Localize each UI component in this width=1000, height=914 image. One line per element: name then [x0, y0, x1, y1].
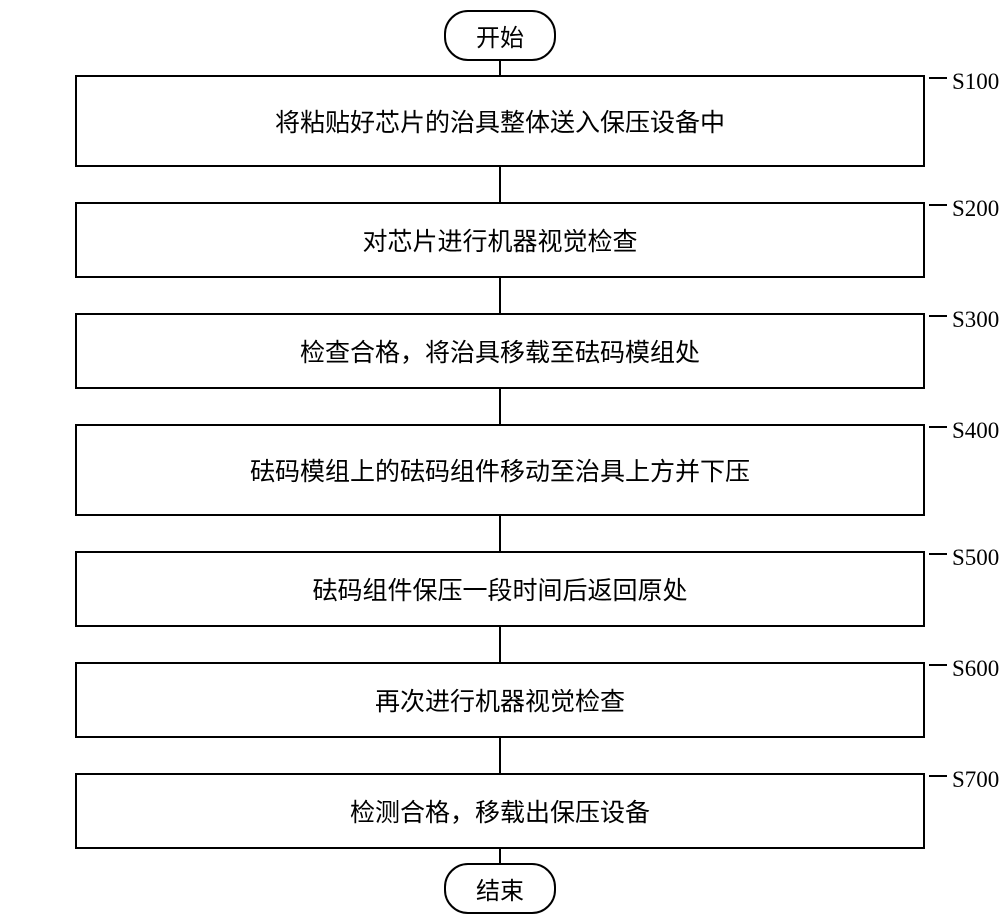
- connector: [499, 738, 501, 773]
- process-step-s100: 将粘贴好芯片的治具整体送入保压设备中 S100: [75, 75, 925, 167]
- connector: [499, 516, 501, 551]
- end-label: 结束: [476, 879, 524, 905]
- step-text: 将粘贴好芯片的治具整体送入保压设备中: [275, 110, 725, 137]
- flowchart-container: 开始 将粘贴好芯片的治具整体送入保压设备中 S100 对芯片进行机器视觉检查 S…: [35, 10, 965, 914]
- process-step-s600: 再次进行机器视觉检查 S600: [75, 662, 925, 738]
- step-id-label: S200: [952, 196, 999, 222]
- connector: [499, 167, 501, 202]
- step-id-label: S100: [952, 69, 999, 95]
- step-id-label: S700: [952, 767, 999, 793]
- process-step-s700: 检测合格，移载出保压设备 S700: [75, 773, 925, 849]
- label-connector-line: [929, 315, 947, 317]
- label-connector-line: [929, 553, 947, 555]
- start-terminator: 开始: [444, 10, 556, 61]
- connector: [499, 627, 501, 662]
- step-id-label: S600: [952, 656, 999, 682]
- label-connector-line: [929, 664, 947, 666]
- step-text: 检查合格，将治具移载至砝码模组处: [300, 340, 700, 367]
- process-step-s200: 对芯片进行机器视觉检查 S200: [75, 202, 925, 278]
- connector: [499, 61, 501, 75]
- step-id-label: S500: [952, 545, 999, 571]
- label-connector-line: [929, 77, 947, 79]
- label-connector-line: [929, 426, 947, 428]
- step-text: 砝码组件保压一段时间后返回原处: [312, 578, 687, 605]
- label-connector-line: [929, 204, 947, 206]
- start-label: 开始: [476, 26, 524, 52]
- connector: [499, 849, 501, 863]
- label-connector-line: [929, 775, 947, 777]
- end-terminator: 结束: [444, 863, 556, 914]
- step-text: 砝码模组上的砝码组件移动至治具上方并下压: [250, 459, 750, 486]
- connector: [499, 389, 501, 424]
- connector: [499, 278, 501, 313]
- process-step-s500: 砝码组件保压一段时间后返回原处 S500: [75, 551, 925, 627]
- step-id-label: S400: [952, 418, 999, 444]
- step-text: 对芯片进行机器视觉检查: [362, 229, 637, 256]
- step-text: 再次进行机器视觉检查: [375, 689, 625, 716]
- process-step-s400: 砝码模组上的砝码组件移动至治具上方并下压 S400: [75, 424, 925, 516]
- process-step-s300: 检查合格，将治具移载至砝码模组处 S300: [75, 313, 925, 389]
- step-id-label: S300: [952, 307, 999, 333]
- step-text: 检测合格，移载出保压设备: [350, 800, 650, 827]
